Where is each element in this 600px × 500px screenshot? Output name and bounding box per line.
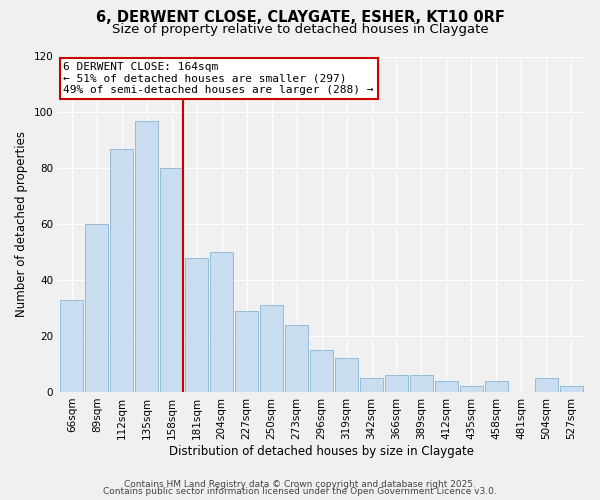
Text: 6, DERWENT CLOSE, CLAYGATE, ESHER, KT10 0RF: 6, DERWENT CLOSE, CLAYGATE, ESHER, KT10 …	[95, 10, 505, 25]
Bar	[560, 386, 583, 392]
Bar	[260, 306, 283, 392]
Bar	[160, 168, 183, 392]
Bar	[310, 350, 333, 392]
Bar	[435, 381, 458, 392]
Bar	[460, 386, 483, 392]
Text: 6 DERWENT CLOSE: 164sqm
← 51% of detached houses are smaller (297)
49% of semi-d: 6 DERWENT CLOSE: 164sqm ← 51% of detache…	[64, 62, 374, 94]
Bar	[335, 358, 358, 392]
X-axis label: Distribution of detached houses by size in Claygate: Distribution of detached houses by size …	[169, 444, 474, 458]
Bar	[385, 375, 408, 392]
Bar	[360, 378, 383, 392]
Text: Contains HM Land Registry data © Crown copyright and database right 2025.: Contains HM Land Registry data © Crown c…	[124, 480, 476, 489]
Text: Size of property relative to detached houses in Claygate: Size of property relative to detached ho…	[112, 22, 488, 36]
Bar	[410, 375, 433, 392]
Bar	[285, 325, 308, 392]
Bar	[235, 311, 258, 392]
Bar	[535, 378, 558, 392]
Bar	[110, 149, 133, 392]
Bar	[136, 121, 158, 392]
Bar	[85, 224, 109, 392]
Bar	[485, 381, 508, 392]
Y-axis label: Number of detached properties: Number of detached properties	[15, 131, 28, 317]
Bar	[210, 252, 233, 392]
Text: Contains public sector information licensed under the Open Government Licence v3: Contains public sector information licen…	[103, 487, 497, 496]
Bar	[61, 300, 83, 392]
Bar	[185, 258, 208, 392]
